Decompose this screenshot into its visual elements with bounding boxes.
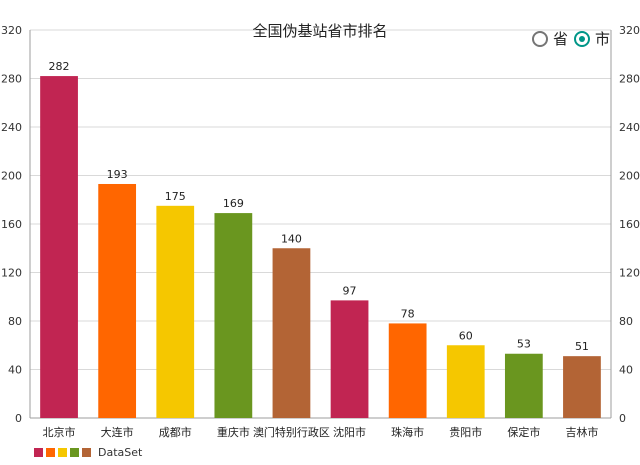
- bar-value-label: 97: [343, 284, 357, 297]
- legend-swatch: [34, 448, 43, 457]
- bar: [156, 205, 195, 418]
- y-tick-label-left: 120: [1, 267, 22, 280]
- scope-radio-group: 省 市: [531, 28, 610, 49]
- y-tick-label-right: 320: [619, 24, 640, 37]
- radio-province-label: 省: [552, 30, 568, 48]
- bar-value-label: 60: [459, 329, 473, 342]
- chart-legend: DataSet: [34, 446, 142, 459]
- x-tick-label: 重庆市: [217, 425, 250, 439]
- x-tick-label: 珠海市: [391, 425, 424, 439]
- bar: [272, 248, 311, 418]
- y-tick-label-right: 80: [619, 315, 633, 328]
- x-tick-label: 成都市: [159, 425, 192, 439]
- bar: [446, 345, 485, 418]
- chart-title: 全国伪基站省市排名: [252, 22, 388, 40]
- legend-swatch: [46, 448, 55, 457]
- y-tick-label-left: 80: [8, 315, 22, 328]
- y-tick-label-left: 280: [1, 73, 22, 86]
- x-tick-label: 澳门特别行政区: [253, 425, 330, 439]
- radio-province[interactable]: 省: [531, 28, 568, 49]
- bar: [388, 323, 427, 418]
- bar: [214, 213, 253, 418]
- bar-value-label: 175: [165, 190, 186, 203]
- y-tick-label-right: 160: [619, 218, 640, 231]
- radio-city-circle[interactable]: [573, 30, 590, 47]
- bar: [504, 353, 543, 418]
- bar: [40, 76, 78, 418]
- y-tick-label-left: 160: [1, 218, 22, 231]
- bar-value-label: 169: [223, 197, 244, 210]
- bar: [98, 183, 137, 418]
- y-tick-label-right: 240: [619, 121, 640, 134]
- y-tick-label-left: 200: [1, 170, 22, 183]
- bar-value-label: 51: [575, 340, 589, 353]
- radio-city-label: 市: [594, 30, 610, 48]
- bar: [330, 300, 369, 418]
- bar-value-label: 140: [281, 232, 302, 245]
- bar-value-label: 193: [107, 168, 128, 181]
- legend-label: DataSet: [98, 446, 143, 459]
- y-tick-label-left: 0: [15, 412, 22, 425]
- x-tick-label: 保定市: [507, 425, 540, 439]
- legend-swatch: [82, 448, 91, 457]
- y-tick-label-left: 240: [1, 121, 22, 134]
- y-tick-label-right: 200: [619, 170, 640, 183]
- y-tick-label-right: 280: [619, 73, 640, 86]
- bar: [563, 356, 601, 418]
- y-tick-label-left: 320: [1, 24, 22, 37]
- x-tick-label: 大连市: [101, 425, 134, 439]
- legend-swatch: [70, 448, 79, 457]
- y-tick-label-right: 40: [619, 364, 633, 377]
- y-tick-label-left: 40: [8, 364, 22, 377]
- x-tick-label: 吉林市: [565, 425, 598, 439]
- bar-value-label: 78: [401, 307, 415, 320]
- y-tick-label-right: 120: [619, 267, 640, 280]
- radio-province-circle[interactable]: [531, 30, 548, 47]
- y-tick-label-right: 0: [619, 412, 626, 425]
- bar-value-label: 53: [517, 338, 531, 351]
- x-tick-label: 沈阳市: [333, 425, 366, 439]
- legend-swatch: [58, 448, 67, 457]
- radio-city[interactable]: 市: [573, 28, 610, 49]
- x-tick-label: 北京市: [43, 425, 76, 439]
- bar-value-label: 282: [49, 60, 70, 73]
- x-tick-label: 贵阳市: [449, 425, 482, 439]
